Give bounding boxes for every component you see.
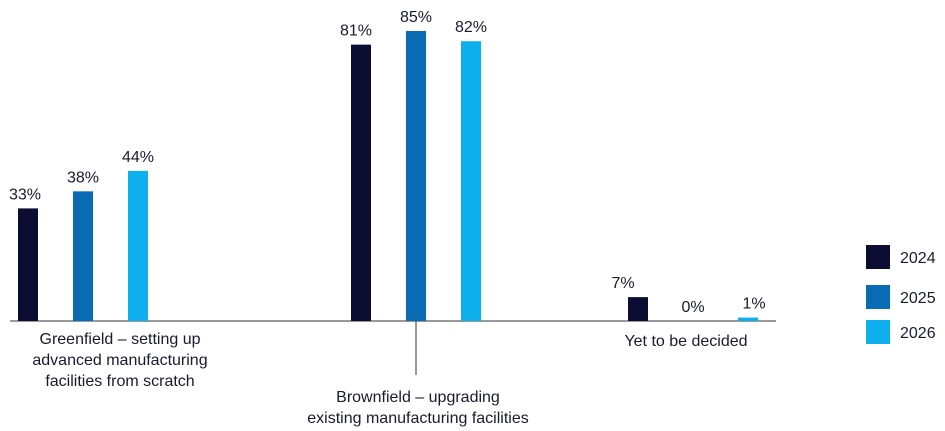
legend-swatch-2026 xyxy=(866,320,890,344)
bar-2024-cat1 xyxy=(18,208,38,321)
value-label-2026-cat3: 1% xyxy=(742,296,765,313)
value-label-2025-cat2: 85% xyxy=(400,9,432,26)
value-label-2024-cat1: 33% xyxy=(9,186,41,203)
bar-2024-cat2 xyxy=(351,44,371,321)
legend-label-2024: 2024 xyxy=(900,250,936,267)
value-label-2026-cat2: 82% xyxy=(455,19,487,36)
category-label-3-line-1: Yet to be decided xyxy=(624,333,747,350)
bar-2026-cat1 xyxy=(128,170,148,321)
category-label-1-line-1: Greenfield – setting up xyxy=(40,331,201,348)
legend-swatch-2024 xyxy=(866,245,890,269)
bar-2026-cat2 xyxy=(461,41,481,322)
bar-2024-cat3 xyxy=(628,297,648,321)
legend-label-2025: 2025 xyxy=(900,290,936,307)
value-label-2024-cat3: 7% xyxy=(611,275,634,292)
bar-2025-cat1 xyxy=(73,191,93,321)
category-label-2-line-2: existing manufacturing facilities xyxy=(307,410,528,427)
category-label-1-line-3: facilities from scratch xyxy=(45,373,194,390)
category-label-1-line-2: advanced manufacturing xyxy=(32,352,207,369)
bar-2025-cat2 xyxy=(406,31,426,321)
legend-label-2026: 2026 xyxy=(900,325,936,342)
legend-swatch-2025 xyxy=(866,285,890,309)
bar-2026-cat3 xyxy=(738,317,758,321)
category-label-2-line-1: Brownfield – upgrading xyxy=(336,389,500,406)
value-label-2024-cat2: 81% xyxy=(340,23,372,40)
value-label-2025-cat3: 0% xyxy=(681,299,704,316)
value-label-2026-cat1: 44% xyxy=(122,149,154,166)
value-label-2025-cat1: 38% xyxy=(67,169,99,186)
